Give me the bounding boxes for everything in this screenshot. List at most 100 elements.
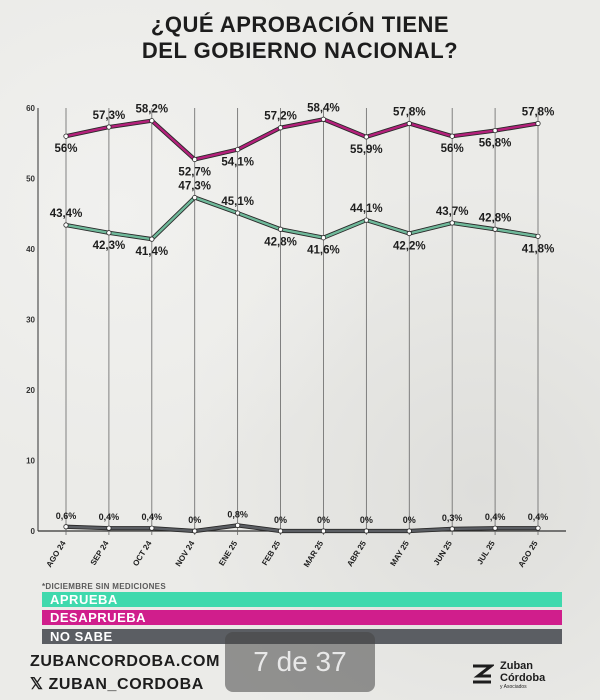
y-tick-label: 10 bbox=[26, 457, 35, 466]
data-point bbox=[235, 522, 241, 528]
data-label: 57,8% bbox=[522, 107, 555, 119]
data-point bbox=[277, 125, 284, 131]
data-point bbox=[106, 525, 112, 531]
data-label: 0% bbox=[360, 515, 373, 525]
data-label: 0,4% bbox=[99, 512, 120, 522]
logo-subtitle: y Asociados bbox=[500, 684, 527, 690]
y-tick-label: 60 bbox=[26, 104, 35, 113]
data-label: 56% bbox=[54, 143, 77, 155]
data-point bbox=[149, 118, 155, 124]
data-label: 57,2% bbox=[264, 111, 297, 123]
data-point bbox=[406, 528, 412, 534]
data-label: 0,4% bbox=[528, 512, 549, 522]
legend-aprueba: APRUEBA bbox=[42, 592, 562, 607]
page-indicator: 7 de 37 bbox=[225, 632, 375, 692]
x-tick-label: SEP 24 bbox=[89, 539, 111, 567]
data-point bbox=[449, 526, 455, 532]
data-point bbox=[320, 116, 327, 122]
logo-text: Zuban Córdoba bbox=[500, 660, 545, 684]
data-point bbox=[535, 120, 541, 127]
data-label: 0,4% bbox=[485, 512, 506, 522]
y-tick-label: 40 bbox=[26, 245, 35, 254]
data-point bbox=[535, 525, 541, 531]
data-point bbox=[492, 226, 498, 232]
data-label: 47,3% bbox=[178, 181, 211, 193]
data-label: 43,7% bbox=[436, 206, 469, 218]
x-handle-text: ZUBAN_CORDOBA bbox=[48, 676, 204, 693]
data-label: 0,6% bbox=[56, 511, 77, 521]
data-point bbox=[63, 524, 69, 530]
data-point bbox=[63, 133, 69, 139]
data-point bbox=[277, 528, 284, 534]
x-tick-label: FEB 25 bbox=[260, 539, 282, 567]
x-tick-label: ENE 25 bbox=[217, 539, 240, 568]
series-line bbox=[65, 196, 539, 241]
x-tick-label: MAR 25 bbox=[302, 539, 325, 569]
series-line bbox=[65, 524, 538, 533]
y-tick-label: 20 bbox=[26, 386, 35, 395]
data-label: 43,4% bbox=[50, 208, 83, 220]
logo-name-2: Córdoba bbox=[500, 672, 546, 684]
y-tick-label: 50 bbox=[26, 175, 35, 184]
data-label: 57,3% bbox=[93, 110, 126, 122]
data-point bbox=[363, 134, 369, 140]
data-point bbox=[406, 230, 412, 237]
y-tick-label: 0 bbox=[31, 527, 36, 536]
note-no-december: *DICIEMBRE SIN MEDICIONES bbox=[42, 582, 166, 591]
data-point bbox=[363, 217, 369, 223]
zuban-cordoba-logo-icon bbox=[473, 664, 494, 684]
x-tick-label: MAY 25 bbox=[388, 539, 411, 568]
data-point bbox=[277, 226, 284, 232]
data-label: 0% bbox=[317, 515, 330, 525]
data-label: 41,4% bbox=[136, 246, 169, 258]
x-tick-label: ABR 25 bbox=[345, 539, 368, 568]
x-tick-label: OCT 24 bbox=[131, 539, 154, 568]
data-label: 57,8% bbox=[393, 107, 426, 119]
chart-title: ¿QUÉ APROBACIÓN TIENE DEL GOBIERNO NACIO… bbox=[0, 12, 600, 64]
data-point bbox=[535, 233, 541, 239]
data-point bbox=[106, 230, 112, 236]
data-point bbox=[363, 528, 369, 534]
data-label: 0,4% bbox=[142, 512, 163, 522]
data-label: 52,7% bbox=[178, 166, 211, 178]
y-tick-label: 30 bbox=[26, 316, 35, 325]
data-label: 0% bbox=[274, 515, 287, 525]
data-point bbox=[149, 525, 155, 531]
data-label: 0,3% bbox=[442, 513, 463, 523]
data-label: 42,8% bbox=[479, 212, 512, 224]
data-point bbox=[235, 146, 241, 153]
x-tick-label: AGO 24 bbox=[45, 539, 68, 569]
data-point bbox=[492, 127, 498, 134]
line-chart: 0 10 20 30 40 50 60 AGO 24 SEP 24 OCT 24 NOV 24 ENE… bbox=[26, 102, 566, 569]
data-label: 56,8% bbox=[479, 138, 512, 150]
x-tick-label: JUL 25 bbox=[475, 539, 497, 566]
data-point bbox=[320, 528, 327, 534]
data-label: 0% bbox=[403, 515, 416, 525]
data-label: 0% bbox=[188, 515, 201, 525]
data-label: 42,8% bbox=[264, 236, 297, 248]
data-label: 41,6% bbox=[307, 245, 340, 257]
data-point bbox=[192, 528, 198, 534]
data-label: 55,9% bbox=[350, 144, 383, 156]
data-point bbox=[406, 120, 412, 127]
data-point bbox=[320, 235, 327, 241]
x-logo-icon: 𝕏 bbox=[30, 676, 44, 693]
data-point bbox=[106, 124, 112, 130]
title-line-1: ¿QUÉ APROBACIÓN TIENE bbox=[150, 12, 450, 37]
data-label: 41,8% bbox=[522, 243, 555, 255]
data-point bbox=[449, 133, 455, 139]
data-point bbox=[63, 222, 69, 228]
data-label: 44,1% bbox=[350, 203, 383, 215]
data-label: 42,2% bbox=[393, 240, 426, 252]
data-label: 56% bbox=[441, 143, 464, 155]
x-tick-label: JUN 25 bbox=[432, 539, 454, 567]
footer-website: ZUBANCORDOBA.COM bbox=[30, 653, 221, 670]
title-line-2: DEL GOBIERNO NACIONAL? bbox=[141, 38, 459, 63]
data-label: 58,2% bbox=[136, 104, 169, 116]
series-line bbox=[65, 118, 539, 161]
series-outline bbox=[65, 117, 539, 162]
data-label: 54,1% bbox=[221, 157, 254, 169]
data-point bbox=[192, 156, 198, 163]
data-point bbox=[149, 236, 155, 242]
data-point bbox=[192, 194, 198, 201]
